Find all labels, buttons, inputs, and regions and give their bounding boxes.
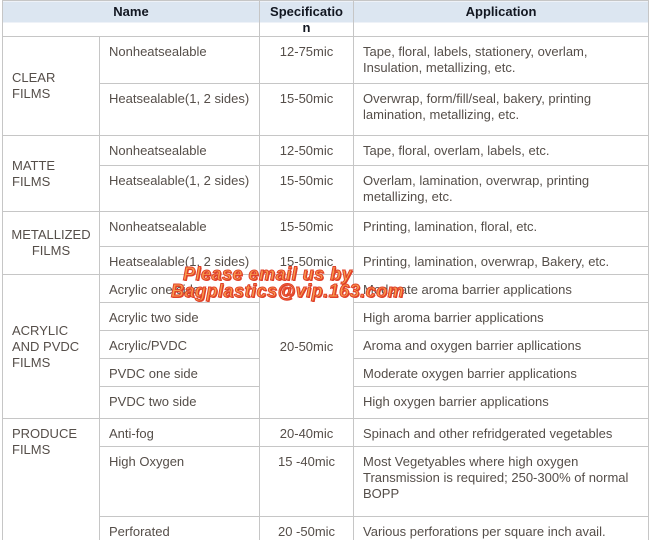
table-row: Acrylic two side High aroma barrier appl…	[3, 302, 650, 331]
application-cell: Moderate aroma barrier applications	[353, 274, 650, 303]
column-header-name: Name	[1, 0, 261, 37]
group-cell-metallized-films: METALLIZED FILMS	[2, 211, 100, 275]
table-row: Heatsealable(1, 2 sides) 15-50mic Printi…	[3, 246, 650, 275]
application-cell: Tape, floral, overlam, labels, etc.	[353, 135, 650, 166]
spec-cell: 15-50mic	[259, 165, 355, 212]
application-cell: Printing, lamination, floral, etc.	[353, 211, 650, 247]
name-cell: PVDC two side	[98, 386, 261, 419]
application-cell: High aroma barrier applications	[353, 302, 650, 331]
column-header-application: Application	[353, 0, 650, 37]
table-row: Heatsealable(1, 2 sides) 15-50mic Overwr…	[3, 83, 650, 136]
spec-cell: 15-50mic	[259, 246, 355, 275]
application-cell: Spinach and other refridgerated vegetabl…	[353, 418, 650, 447]
name-cell: Nonheatsealable	[98, 211, 261, 247]
name-cell: Heatsealable(1, 2 sides)	[98, 246, 261, 275]
application-cell: Moderate oxygen barrier applications	[353, 358, 650, 387]
spec-cell: 15 -40mic	[259, 446, 355, 517]
name-cell: Heatsealable(1, 2 sides)	[98, 165, 261, 212]
table-row: High Oxygen 15 -40mic Most Vegetyables w…	[3, 446, 650, 517]
name-cell: High Oxygen	[98, 446, 261, 517]
group-cell-matte-films: MATTE FILMS	[2, 135, 100, 212]
spec-cell: 15-50mic	[259, 211, 355, 247]
table-row: CLEAR FILMS Nonheatsealable 12-75mic Tap…	[2, 36, 650, 136]
name-cell: Nonheatsealable	[98, 135, 261, 166]
name-cell: Acrylic/PVDC	[98, 330, 261, 359]
name-cell: Anti-fog	[98, 418, 261, 447]
name-cell: Perforated	[98, 516, 261, 540]
table-row: PVDC one side Moderate oxygen barrier ap…	[3, 358, 650, 387]
name-cell: Acrylic one side	[98, 274, 261, 303]
spec-cell: 20-40mic	[259, 418, 355, 447]
table-row: METALLIZED FILMS Nonheatsealable 15-50mi…	[2, 211, 650, 275]
table-row: MATTE FILMS Nonheatsealable 12-50mic Tap…	[2, 135, 650, 212]
name-cell: PVDC one side	[98, 358, 261, 387]
table-row: Acrylic/PVDC Aroma and oxygen barrier ap…	[3, 330, 650, 359]
name-cell: Heatsealable(1, 2 sides)	[98, 83, 261, 136]
header-row: Name Specification Application	[1, 0, 650, 37]
table-row: PVDC two side High oxygen barrier applic…	[3, 386, 650, 419]
application-cell: Overlam, lamination, overwrap, printing …	[353, 165, 650, 212]
application-cell: Printing, lamination, overwrap, Bakery, …	[353, 246, 650, 275]
table-row: Heatsealable(1, 2 sides) 15-50mic Overla…	[3, 165, 650, 212]
application-cell: Tape, floral, labels, stationery, overla…	[353, 36, 650, 84]
spec-cell: 15-50mic	[259, 83, 355, 136]
table-body: CLEAR FILMS Nonheatsealable 12-75mic Tap…	[2, 36, 650, 540]
group-cell-acrylic-pvdc-films: ACRYLIC AND PVDC FILMS	[2, 274, 100, 419]
table-row: ACRYLIC AND PVDC FILMS Acrylic one side …	[2, 274, 650, 419]
spec-cell: 12-75mic	[259, 36, 355, 84]
group-cell-clear-films: CLEAR FILMS	[2, 36, 100, 136]
application-cell: Aroma and oxygen barrier apllications	[353, 330, 650, 359]
spec-cell: 12-50mic	[259, 135, 355, 166]
name-cell: Nonheatsealable	[98, 36, 261, 84]
group-cell-produce-films: PRODUCE FILMS	[2, 418, 100, 540]
application-cell: Most Vegetyables where high oxygen Trans…	[353, 446, 650, 517]
name-cell: Acrylic two side	[98, 302, 261, 331]
spec-cell-merged: 20-50mic	[259, 274, 355, 419]
table-row: PRODUCE FILMS Anti-fog 20-40mic Spinach …	[2, 418, 650, 540]
application-cell: Various perforations per square inch ava…	[353, 516, 650, 540]
table-header: Name Specification Application	[1, 0, 650, 37]
column-header-specification: Specification	[259, 0, 355, 37]
spec-cell: 20 -50mic	[259, 516, 355, 540]
application-cell: Overwrap, form/fill/seal, bakery, printi…	[353, 83, 650, 136]
table-row: Perforated 20 -50mic Various perforation…	[3, 516, 650, 540]
application-cell: High oxygen barrier applications	[353, 386, 650, 419]
